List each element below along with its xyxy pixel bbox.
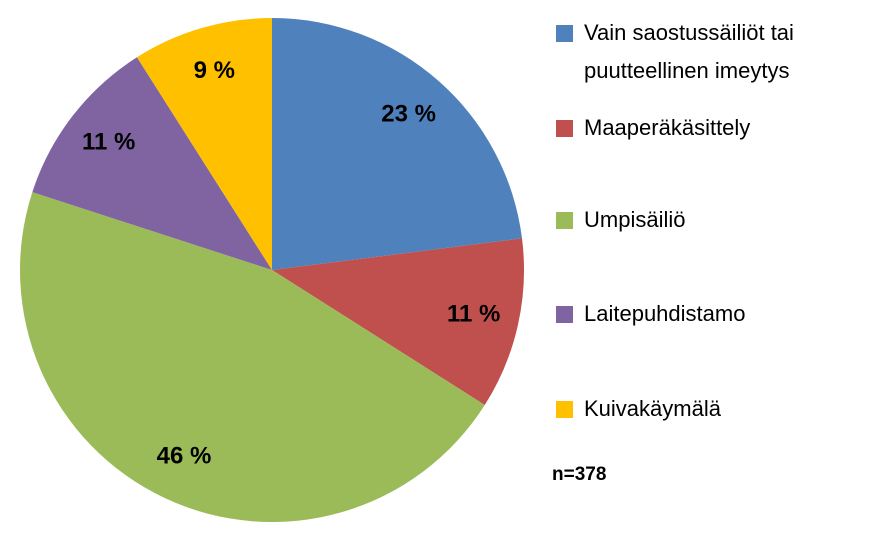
legend-entry: Umpisäiliö: [556, 201, 874, 239]
legend-swatch: [556, 120, 573, 137]
value-label: 23 %: [381, 100, 436, 127]
legend-entry: Vain saostussäiliöt tai puutteellinen im…: [556, 14, 874, 90]
chart: 23 % 11 % 46 % 11 % 9 %: [19, 17, 524, 523]
pie-slice: [272, 18, 523, 270]
legend-label: Vain saostussäiliöt tai puutteellinen im…: [584, 20, 794, 83]
value-label: 46 %: [157, 442, 212, 469]
legend-entry: Kuivakäymälä: [556, 390, 874, 428]
pie-slice: [32, 57, 273, 270]
pie-slice: [136, 17, 272, 270]
pie-slice: [272, 238, 524, 406]
legend-label: Maaperäkäsittely: [584, 115, 751, 140]
legend-label: Laitepuhdistamo: [584, 301, 746, 326]
legend-label: Kuivakäymälä: [584, 396, 721, 421]
value-label: 11 %: [447, 300, 500, 327]
legend-swatch: [556, 306, 573, 323]
legend-entry: Laitepuhdistamo: [556, 295, 874, 333]
pie-slice: [19, 192, 485, 523]
value-label: 11 %: [82, 129, 135, 156]
annotation: n=378: [552, 464, 607, 485]
legend-swatch: [556, 401, 573, 418]
legend-entry: Maaperäkäsittely: [556, 109, 874, 147]
value-label: 9 %: [194, 57, 235, 84]
legend-swatch: [556, 212, 573, 229]
legend-swatch: [556, 25, 573, 42]
legend-label: Umpisäiliö: [584, 207, 686, 232]
